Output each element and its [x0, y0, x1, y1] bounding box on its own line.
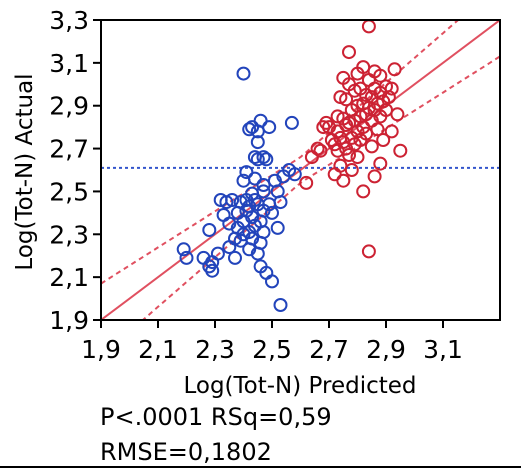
data-point-red	[342, 45, 356, 60]
data-point-red	[370, 122, 385, 137]
data-point-blue	[256, 184, 271, 199]
data-point-blue	[216, 208, 231, 222]
data-point-red	[344, 163, 359, 177]
data-point-blue	[222, 216, 237, 231]
data-point-blue	[236, 66, 251, 81]
confidence-band-lower	[141, 55, 500, 320]
data-point-red	[361, 20, 376, 34]
data-point-red	[339, 92, 354, 107]
data-point-blue	[179, 250, 194, 265]
data-point-blue	[242, 122, 257, 137]
x-tick-label: 2,1	[138, 335, 178, 364]
data-point-blue	[247, 171, 262, 186]
data-point-red	[373, 156, 388, 171]
data-point-red	[364, 139, 379, 154]
data-point-blue	[262, 120, 277, 135]
data-point-blue	[273, 195, 288, 210]
data-point-red	[393, 143, 408, 158]
data-point-red	[342, 148, 356, 162]
data-point-red	[390, 107, 405, 122]
y-tick-label: 3,1	[49, 49, 89, 78]
y-tick-label: 2,9	[49, 92, 89, 121]
data-point-red	[299, 175, 314, 190]
data-point-blue	[228, 250, 242, 265]
x-tick-label: 2,9	[366, 335, 406, 364]
confidence-band-upper	[101, 20, 460, 285]
data-point-red	[367, 169, 382, 184]
bottom-divider	[0, 466, 521, 468]
data-point-red	[333, 158, 348, 173]
data-point-blue	[256, 150, 271, 165]
stats-pvalue-rsq: P<.0001 RSq=0,59	[100, 403, 332, 431]
data-point-blue	[250, 135, 265, 150]
data-point-blue	[245, 210, 260, 225]
y-tick-label: 2,1	[49, 263, 89, 292]
y-axis-title: Log(Tot-N) Actual	[12, 73, 38, 270]
x-tick-label: 2,3	[195, 335, 235, 364]
x-tick-label: 3,1	[423, 335, 463, 364]
data-point-red	[313, 143, 328, 158]
data-point-blue	[287, 167, 302, 182]
x-axis-title: Log(Tot-N) Predicted	[183, 373, 416, 399]
fit-line	[101, 20, 500, 320]
data-point-blue	[284, 115, 299, 130]
y-tick-label: 3,3	[49, 6, 89, 35]
data-point-red	[384, 81, 399, 96]
data-point-red	[356, 184, 371, 199]
data-point-blue	[176, 242, 191, 257]
data-point-red	[376, 133, 391, 147]
data-point-blue	[265, 274, 279, 289]
y-tick-label: 1,9	[49, 306, 89, 335]
data-point-red	[384, 124, 399, 139]
y-tick-label: 2,3	[49, 220, 89, 249]
data-point-blue	[256, 225, 271, 240]
data-point-blue	[205, 263, 220, 278]
data-point-blue	[253, 113, 268, 128]
data-point-blue	[225, 193, 240, 207]
data-point-blue	[265, 205, 279, 220]
plot-frame	[100, 19, 501, 321]
x-tick-label: 2,7	[309, 335, 349, 364]
data-point-red	[310, 141, 325, 156]
data-point-red	[336, 173, 351, 188]
data-point-red	[350, 150, 365, 165]
data-point-red	[361, 244, 376, 259]
data-point-red	[381, 90, 396, 105]
x-tick-label: 2,5	[252, 335, 292, 364]
x-tick-label: 1,9	[81, 335, 121, 364]
y-tick-label: 2,7	[49, 135, 89, 164]
data-point-red	[387, 62, 402, 77]
data-point-red	[373, 68, 388, 83]
data-point-red	[361, 73, 376, 87]
stats-rmse: RMSE=0,1802	[100, 438, 272, 466]
data-point-red	[327, 167, 342, 182]
data-point-blue	[259, 152, 274, 167]
data-point-blue	[273, 298, 288, 312]
data-point-blue	[210, 246, 225, 261]
data-point-blue	[202, 223, 217, 237]
data-point-blue	[245, 231, 260, 246]
y-tick-label: 2,5	[49, 177, 89, 206]
data-point-blue	[270, 220, 285, 235]
